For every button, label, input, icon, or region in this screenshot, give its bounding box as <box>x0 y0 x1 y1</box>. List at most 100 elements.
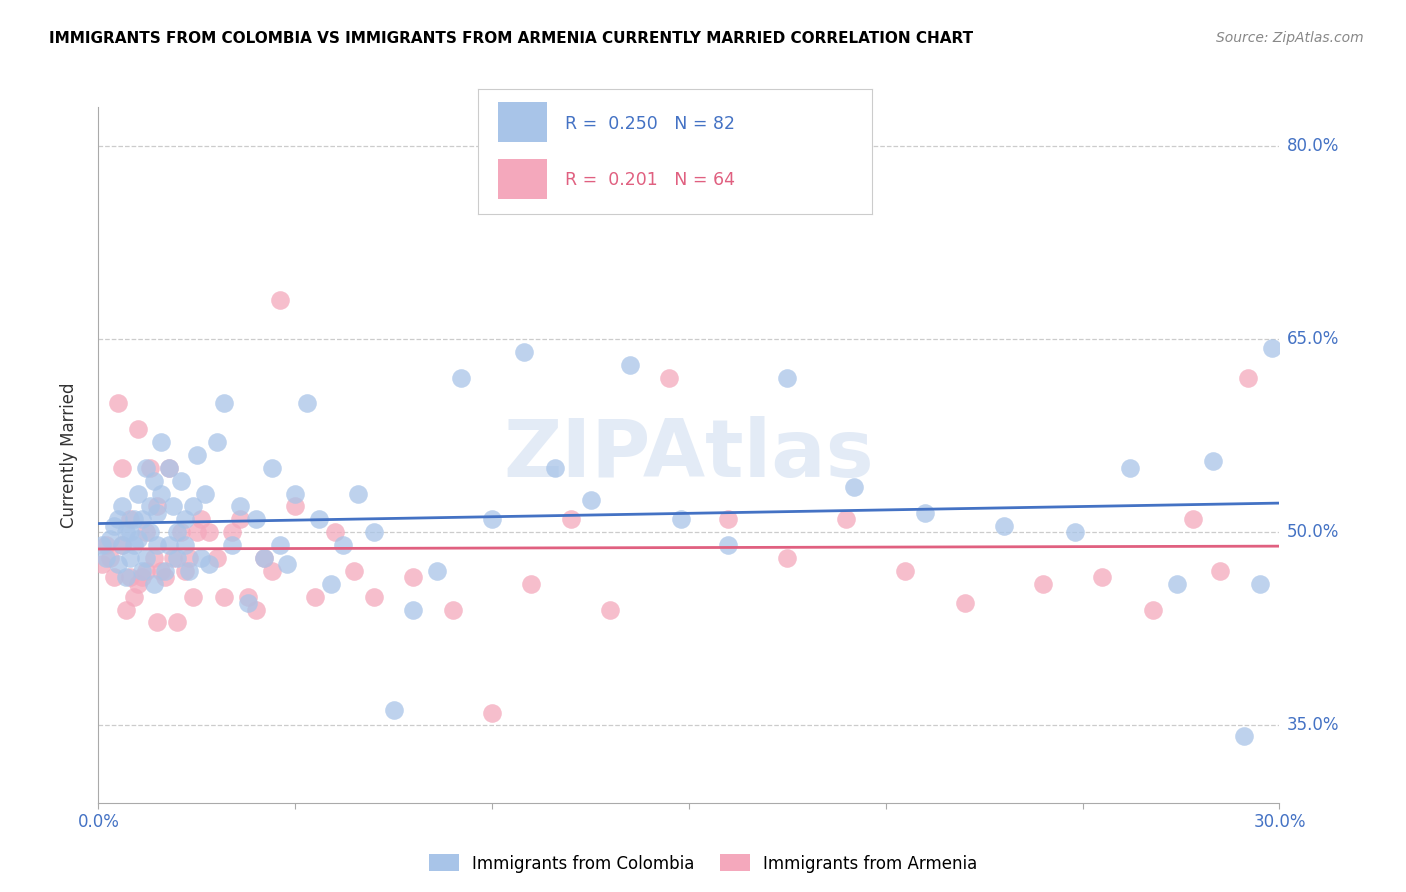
Point <box>205 435 228 450</box>
Point <box>91 558 114 572</box>
Point <box>269 538 291 552</box>
Point <box>138 460 160 475</box>
Point <box>245 602 267 616</box>
Point <box>107 512 129 526</box>
Point <box>323 525 346 540</box>
Point <box>190 551 212 566</box>
Point <box>174 564 197 578</box>
Point <box>142 474 165 488</box>
Point <box>426 564 449 578</box>
Point <box>269 293 291 308</box>
Text: Source: ZipAtlas.com: Source: ZipAtlas.com <box>1216 31 1364 45</box>
Point <box>835 512 858 526</box>
Point <box>96 538 118 552</box>
Point <box>146 506 169 520</box>
Point <box>111 538 134 552</box>
Point <box>174 512 197 526</box>
Point <box>1249 576 1271 591</box>
Point <box>111 500 134 514</box>
Point <box>96 551 118 566</box>
Point <box>308 512 330 526</box>
Point <box>560 512 582 526</box>
Point <box>717 538 740 552</box>
Point <box>579 493 602 508</box>
Point <box>107 396 129 410</box>
Point <box>155 570 177 584</box>
Point <box>146 538 169 552</box>
Point <box>170 474 193 488</box>
Text: ZIPAtlas: ZIPAtlas <box>503 416 875 494</box>
Point <box>512 344 534 359</box>
Point <box>115 570 138 584</box>
Point <box>1119 460 1142 475</box>
Point <box>1166 576 1188 591</box>
Point <box>150 564 173 578</box>
Legend: Immigrants from Colombia, Immigrants from Armenia: Immigrants from Colombia, Immigrants fro… <box>422 847 984 880</box>
Point <box>229 500 252 514</box>
Point <box>347 486 370 500</box>
Point <box>221 525 243 540</box>
Point <box>138 525 160 540</box>
Point <box>131 512 153 526</box>
Point <box>319 576 342 591</box>
Point <box>1233 729 1256 743</box>
Point <box>1032 576 1054 591</box>
Point <box>131 570 153 584</box>
Point <box>138 500 160 514</box>
Point <box>177 551 200 566</box>
Point <box>214 590 236 604</box>
Point <box>142 576 165 591</box>
Point <box>776 551 799 566</box>
Point <box>103 570 125 584</box>
Point <box>236 590 259 604</box>
Point <box>253 551 276 566</box>
Text: 50.0%: 50.0% <box>1286 524 1339 541</box>
Point <box>229 512 252 526</box>
Point <box>953 596 976 610</box>
Point <box>127 576 149 591</box>
Point <box>1201 454 1223 468</box>
Point <box>146 615 169 630</box>
Point <box>107 558 129 572</box>
Point <box>194 486 217 500</box>
Point <box>118 570 141 584</box>
Point <box>1181 512 1204 526</box>
Point <box>150 486 173 500</box>
Point <box>127 486 149 500</box>
Point <box>717 512 740 526</box>
Point <box>260 460 283 475</box>
Point <box>343 564 366 578</box>
Point <box>363 590 385 604</box>
Point <box>260 564 283 578</box>
Point <box>993 518 1015 533</box>
Point <box>669 512 692 526</box>
Point <box>450 370 472 384</box>
Point <box>844 480 866 494</box>
Point <box>402 602 425 616</box>
Point <box>115 525 138 540</box>
Point <box>118 512 141 526</box>
Point <box>197 558 219 572</box>
Point <box>115 602 138 616</box>
Text: R =  0.201   N = 64: R = 0.201 N = 64 <box>565 171 735 189</box>
Point <box>382 703 405 717</box>
Point <box>122 590 145 604</box>
Point <box>177 564 200 578</box>
Point <box>122 538 145 552</box>
Point <box>135 551 157 566</box>
Point <box>481 512 503 526</box>
Point <box>1091 570 1114 584</box>
Point <box>166 525 188 540</box>
Point <box>197 525 219 540</box>
Point <box>174 538 197 552</box>
Point <box>332 538 354 552</box>
Point <box>284 500 307 514</box>
Point <box>363 525 385 540</box>
Point <box>170 525 193 540</box>
Point <box>1260 341 1282 355</box>
Point <box>111 538 134 552</box>
Point <box>245 512 267 526</box>
Point <box>155 564 177 578</box>
Point <box>111 460 134 475</box>
Text: 65.0%: 65.0% <box>1286 330 1339 348</box>
